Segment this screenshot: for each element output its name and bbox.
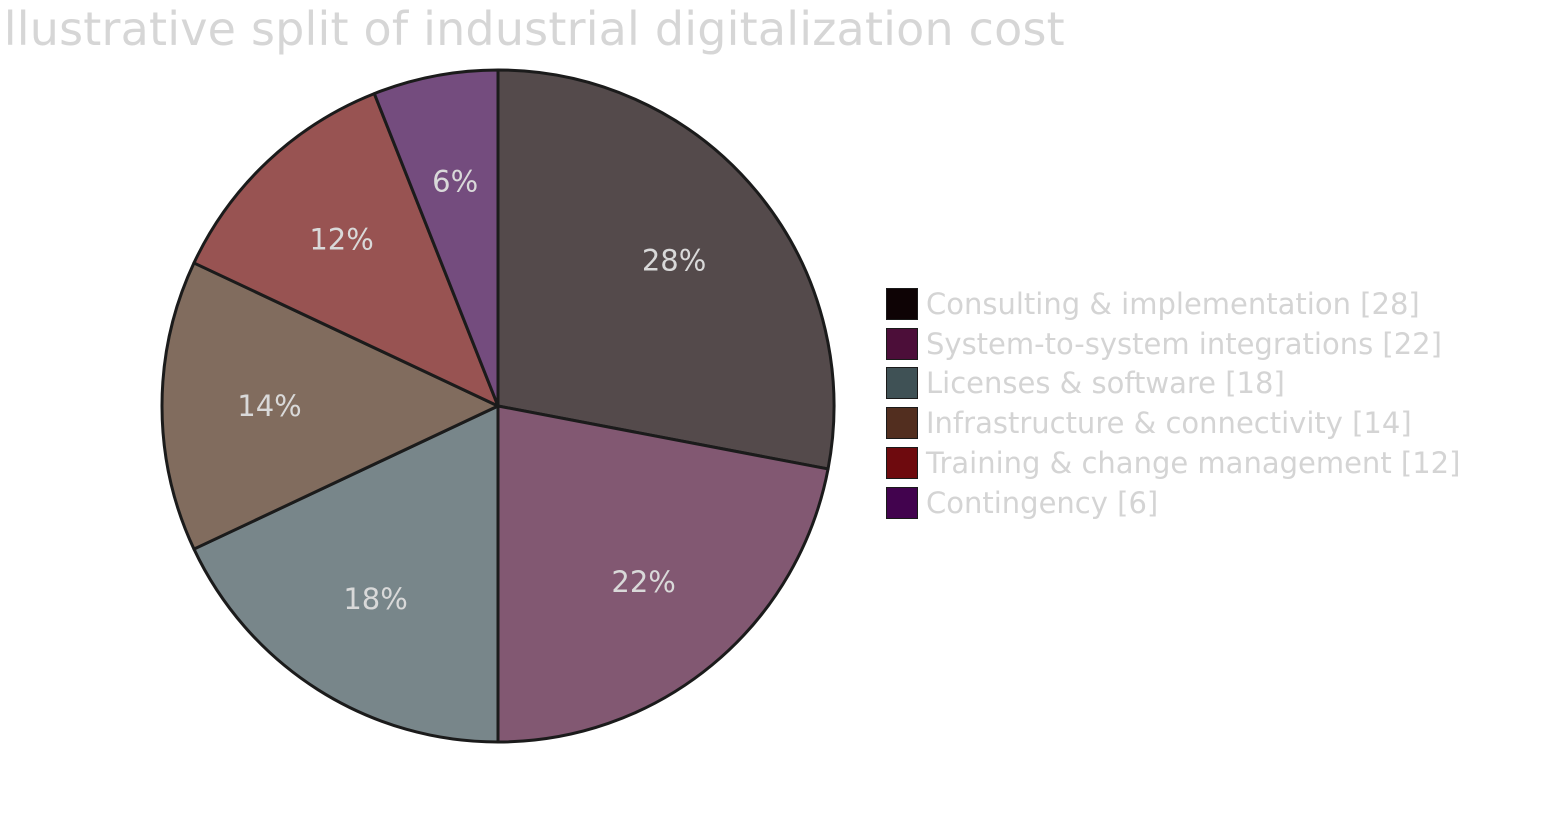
pie-slice bbox=[496, 68, 836, 471]
slice-label: 18% bbox=[343, 582, 407, 616]
legend-label: System-to-system integrations [22] bbox=[926, 326, 1442, 361]
legend-swatch bbox=[886, 367, 918, 400]
slice-label: 14% bbox=[237, 389, 301, 423]
legend-label: Infrastructure & connectivity [14] bbox=[926, 406, 1412, 441]
pie-slice bbox=[192, 404, 500, 744]
slice-label: 22% bbox=[611, 565, 675, 599]
legend-item: Contingency [6] bbox=[886, 483, 1460, 523]
legend-item: Consulting & implementation [28] bbox=[886, 284, 1460, 324]
legend-swatch bbox=[886, 287, 918, 320]
legend-item: System-to-system integrations [22] bbox=[886, 324, 1460, 364]
legend-swatch bbox=[886, 447, 918, 480]
slice-label: 6% bbox=[432, 165, 478, 199]
legend-item: Infrastructure & connectivity [14] bbox=[886, 403, 1460, 443]
slice-label: 12% bbox=[309, 222, 373, 256]
legend-swatch bbox=[886, 327, 918, 360]
legend-label: Training & change management [12] bbox=[926, 446, 1461, 481]
slice-label: 28% bbox=[642, 243, 706, 277]
chart-title: Illustrative split of industrial digital… bbox=[0, 2, 1065, 56]
legend-swatch bbox=[886, 407, 918, 440]
legend: Consulting & implementation [28] System-t… bbox=[886, 284, 1460, 523]
pie-slice bbox=[160, 261, 500, 551]
legend-swatch bbox=[886, 486, 918, 519]
pie-slice bbox=[192, 92, 500, 408]
legend-label: Licenses & software [18] bbox=[926, 366, 1285, 401]
legend-label: Contingency [6] bbox=[926, 485, 1159, 520]
legend-label: Consulting & implementation [28] bbox=[926, 286, 1420, 321]
pie-slices bbox=[160, 68, 836, 744]
pie-slice bbox=[496, 404, 830, 744]
legend-item: Training & change management [12] bbox=[886, 443, 1460, 483]
legend-item: Licenses & software [18] bbox=[886, 364, 1460, 404]
pie-slice-labels: 28% 22% 18% 14% 12% 6% bbox=[237, 165, 706, 616]
pie-slice bbox=[372, 68, 500, 408]
